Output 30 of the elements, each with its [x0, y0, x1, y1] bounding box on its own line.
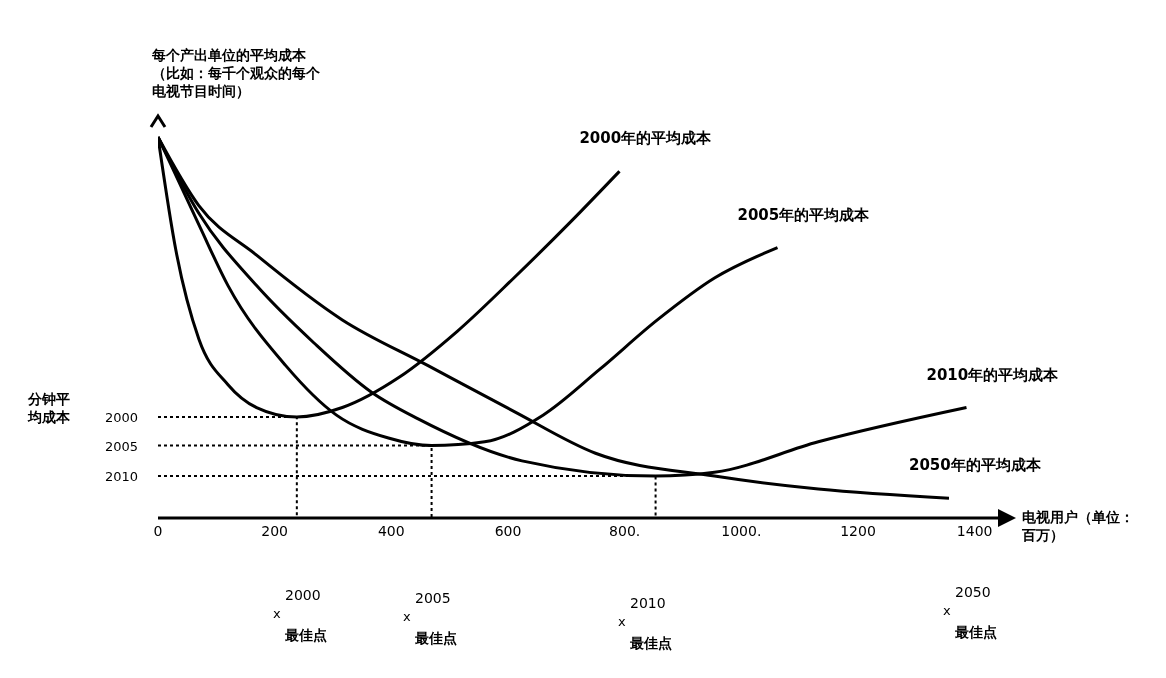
- text: 最佳点: [284, 627, 327, 643]
- text: 2000: [285, 587, 321, 603]
- x-tick-label: 1200: [840, 522, 876, 539]
- y-axis-title: 每个产出单位的平均成本（比如：每千个观众的每个电视节目时间）: [152, 46, 321, 100]
- text: 2010: [630, 595, 666, 611]
- text: 2010年的平均成本: [926, 365, 1060, 384]
- x-tick-label: 200: [261, 522, 289, 539]
- x-tick-label: 800.: [609, 522, 641, 539]
- text: 2005: [415, 590, 451, 606]
- x-tick-label: 1400: [956, 522, 993, 539]
- x-tick-label: 0: [153, 522, 163, 539]
- x-tick-label: 600: [494, 522, 522, 539]
- series-label: 2050年的平均成本: [909, 456, 1042, 475]
- text: 2005: [104, 438, 138, 454]
- text: 最佳点: [414, 630, 457, 646]
- text: 最佳点: [629, 635, 672, 651]
- text: x: [618, 614, 626, 629]
- text: x: [273, 606, 281, 621]
- text: 2005年的平均成本: [737, 205, 871, 224]
- text: x: [403, 609, 411, 624]
- text: 2000: [104, 410, 138, 426]
- x-tick-label: 400: [377, 522, 405, 539]
- x-axis-title: 电视用户（单位：百万）: [1022, 508, 1135, 544]
- text: 2000年的平均成本: [579, 129, 713, 148]
- text: 分钟平均成本: [27, 390, 71, 425]
- x-tick-label: 1000.: [721, 522, 762, 539]
- text: 2050: [955, 584, 991, 600]
- text: 最佳点: [954, 624, 997, 640]
- text: 2010: [104, 469, 138, 485]
- text: x: [943, 603, 951, 618]
